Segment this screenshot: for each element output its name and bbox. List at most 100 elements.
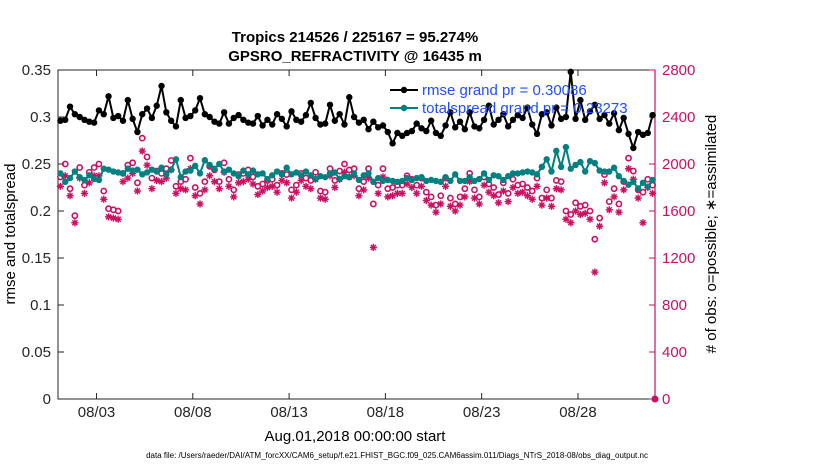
totalspread-point	[625, 181, 632, 188]
x-tick-label: 08/03	[78, 404, 116, 421]
chart-title-line2: GPSRO_REFRACTIVITY @ 16435 m	[228, 48, 482, 65]
totalspread-point	[346, 173, 353, 181]
y-right-tick-label: 2400	[662, 109, 695, 126]
obs-assimilated-point	[71, 219, 79, 227]
totalspread-point	[278, 171, 286, 178]
obs-assimilated-point	[533, 182, 541, 190]
obs-possible-point	[134, 179, 141, 187]
rmse-point	[485, 102, 493, 109]
totalspread-point	[586, 157, 594, 165]
totalspread-point	[524, 168, 531, 175]
rmse-point	[423, 127, 430, 135]
obs-possible-point	[605, 198, 613, 205]
obs-possible-point	[100, 187, 108, 195]
rmse-point	[211, 118, 218, 125]
obs-assimilated-point	[523, 192, 532, 200]
obs-zero-point	[651, 395, 659, 403]
obs-assimilated-point	[196, 200, 204, 208]
totalspread-point	[577, 158, 584, 166]
obs-assimilated-point	[215, 185, 223, 193]
rmse-point	[134, 128, 141, 136]
rmse-point	[71, 110, 79, 118]
totalspread-point	[490, 172, 497, 179]
obs-possible-point	[76, 164, 84, 171]
totalspread-point	[269, 172, 276, 179]
y-right-tick-label: 1200	[662, 250, 695, 267]
rmse-point	[625, 130, 632, 138]
obs-assimilated-point	[225, 182, 233, 190]
totalspread-point	[235, 173, 242, 180]
totalspread-point	[374, 174, 382, 182]
obs-possible-point	[191, 184, 199, 191]
obs-assimilated-point	[157, 178, 166, 186]
totalspread-point	[264, 175, 271, 183]
y-left-tick-label: 0.25	[22, 156, 51, 173]
obs-assimilated-point	[437, 200, 445, 208]
totalspread-point	[553, 147, 560, 155]
obs-possible-point	[71, 212, 79, 220]
y-axis-left-label: rmse and totalspread	[2, 164, 19, 305]
rmse-point	[630, 144, 637, 152]
totalspread-point	[182, 168, 189, 175]
totalspread-point	[649, 176, 656, 184]
obs-assimilated-point	[230, 193, 238, 201]
y-left-tick-label: 0.05	[22, 344, 51, 361]
totalspread-point	[297, 172, 305, 179]
totalspread-point	[514, 170, 521, 177]
legend-spread-marker	[400, 104, 408, 112]
obs-assimilated-point	[100, 195, 108, 203]
obs-possible-point	[471, 186, 478, 194]
rmse-point	[529, 121, 536, 128]
rmse-point	[461, 126, 469, 133]
obs-assimilated-point	[480, 181, 488, 189]
obs-assimilated-point	[287, 194, 296, 202]
obs-assimilated-point	[114, 215, 122, 223]
rmse-point	[244, 119, 252, 126]
totalspread-point	[110, 168, 117, 175]
totalspread-point	[288, 171, 295, 178]
rmse-point	[129, 115, 136, 123]
rmse-point	[317, 121, 324, 128]
totalspread-point	[201, 157, 209, 164]
rmse-point	[172, 123, 180, 130]
rmse-point	[384, 128, 391, 136]
totalspread-point	[447, 177, 454, 185]
rmse-point	[586, 108, 594, 115]
totalspread-point	[461, 177, 469, 185]
legend-rmse-marker	[400, 86, 408, 94]
totalspread-point	[427, 176, 435, 184]
rmse-point	[634, 128, 642, 136]
rmse-point	[187, 112, 194, 120]
obs-possible-point	[475, 193, 483, 201]
totalspread-point	[437, 178, 444, 186]
rmse-point	[596, 115, 603, 123]
y-right-tick-label: 0	[662, 391, 670, 408]
rmse-point	[66, 103, 74, 110]
rmse-point	[86, 118, 93, 125]
rmse-point	[639, 131, 647, 139]
obs-possible-point	[437, 192, 445, 200]
rmse-point	[192, 107, 199, 114]
obs-assimilated-point	[273, 188, 281, 196]
totalspread-point	[504, 173, 512, 180]
totalspread-point	[557, 163, 565, 171]
obs-possible-point	[567, 211, 575, 218]
y-left-tick-label: 0.15	[22, 250, 51, 267]
rmse-point	[259, 122, 266, 129]
obs-assimilated-point	[172, 189, 180, 197]
rmse-point	[447, 109, 454, 116]
legend-spread-label: totalspread grand pr = 0.23273	[422, 100, 628, 117]
rmse-line	[60, 70, 654, 149]
obs-possible-point	[273, 181, 281, 189]
obs-possible-point	[225, 175, 233, 183]
totalspread-point	[206, 161, 213, 169]
totalspread-point	[81, 176, 88, 184]
totalspread-point	[90, 175, 98, 183]
totalspread-point	[220, 168, 228, 175]
obs-assimilated-point	[398, 189, 406, 197]
totalspread-point	[418, 173, 425, 181]
totalspread-point	[143, 169, 151, 176]
obs-assimilated-point	[119, 178, 127, 186]
totalspread-point	[389, 177, 396, 185]
rmse-point	[606, 120, 613, 127]
